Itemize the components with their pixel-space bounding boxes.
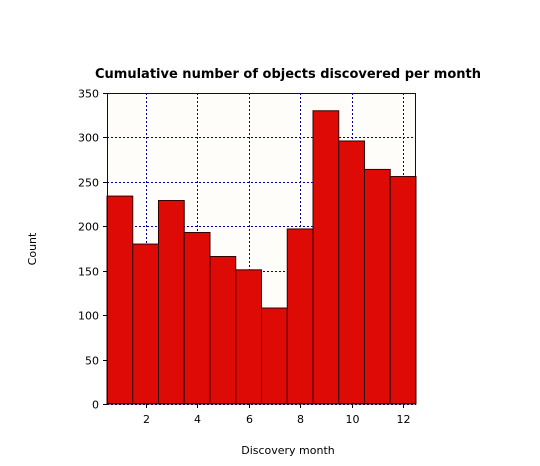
- x-axis-label: Discovery month: [241, 444, 335, 457]
- bar-month-9: [312, 110, 340, 405]
- y-tick-label: 200: [78, 221, 99, 234]
- plot-frame: [107, 93, 416, 404]
- x-tick-label: 6: [246, 413, 253, 426]
- bar-month-5: [209, 255, 237, 405]
- bar-month-3: [158, 200, 185, 405]
- bar-month-11: [364, 168, 391, 405]
- bar-month-12: [389, 176, 417, 405]
- chart-title: Cumulative number of objects discovered …: [95, 67, 481, 82]
- y-tick-label: 50: [85, 355, 99, 368]
- bar-month-10: [338, 140, 365, 405]
- y-tick-label: 0: [92, 399, 99, 412]
- x-tick-label: 2: [143, 413, 150, 426]
- bar-month-8: [286, 228, 314, 405]
- y-tick-label: 250: [78, 177, 99, 190]
- bar-month-2: [132, 243, 159, 405]
- x-tick-label: 4: [194, 413, 201, 426]
- y-tick-label: 100: [78, 310, 99, 323]
- bar-month-7: [261, 307, 288, 405]
- x-axis-ticks: 2 4 6 8 10 12: [143, 404, 411, 426]
- y-tick-label: 150: [78, 266, 99, 279]
- bar-month-1: [106, 195, 134, 405]
- bar-month-4: [183, 232, 211, 405]
- x-tick-label: 12: [397, 413, 411, 426]
- bar-month-6: [235, 269, 262, 405]
- y-tick-label: 350: [78, 88, 99, 101]
- x-tick-label: 8: [297, 413, 304, 426]
- y-axis-ticks: 0 50 100 150 200 250 300 350: [78, 88, 107, 412]
- y-tick-label: 300: [78, 132, 99, 145]
- y-axis-label: Count: [26, 232, 39, 265]
- x-tick-label: 10: [346, 413, 360, 426]
